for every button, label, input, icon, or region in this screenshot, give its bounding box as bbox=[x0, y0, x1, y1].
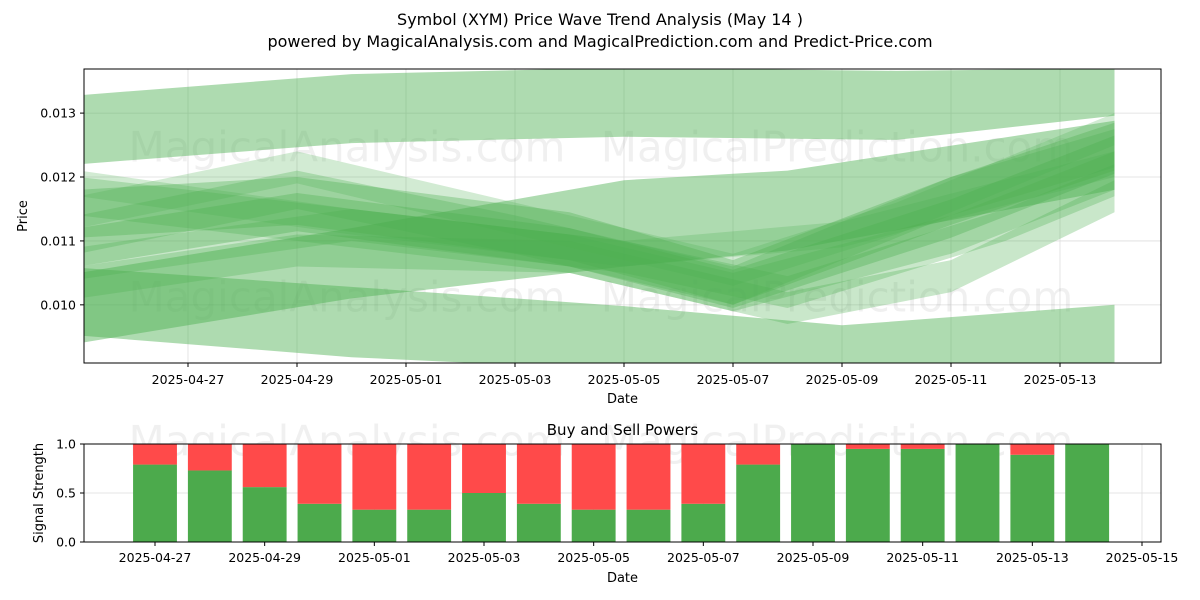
x-tick-label: 2025-05-07 bbox=[697, 372, 770, 387]
sell-bar bbox=[187, 444, 232, 471]
buy-bar bbox=[845, 448, 890, 542]
buy-bar bbox=[681, 503, 726, 542]
x-tick-label: 2025-05-11 bbox=[915, 372, 988, 387]
sell-bar bbox=[352, 444, 397, 510]
y-tick-label: 0.0 bbox=[56, 535, 76, 550]
buy-bar bbox=[736, 464, 781, 542]
buy-bar bbox=[791, 444, 835, 542]
sell-bar bbox=[516, 444, 561, 504]
buy-bar bbox=[516, 503, 561, 542]
x-tick-label: 2025-05-01 bbox=[338, 550, 411, 565]
y-tick-label: 0.012 bbox=[40, 170, 76, 185]
watermark-text: MagicalPrediction.com bbox=[601, 273, 1074, 322]
y-tick-label: 1.0 bbox=[56, 437, 76, 452]
sell-bar bbox=[242, 444, 287, 488]
x-tick-label: 2025-05-09 bbox=[806, 372, 879, 387]
buy-bar bbox=[242, 487, 287, 542]
wave-band bbox=[84, 122, 1115, 305]
sell-bar bbox=[297, 444, 342, 504]
x-tick-label: 2025-05-09 bbox=[777, 550, 850, 565]
wave-band bbox=[84, 164, 1115, 308]
buy-bar bbox=[297, 503, 342, 542]
buy-bar bbox=[407, 509, 452, 542]
x-tick-label: 2025-05-11 bbox=[886, 550, 959, 565]
y-axis-label: Signal Strength bbox=[32, 443, 47, 543]
sell-bar bbox=[626, 444, 671, 510]
x-axis-label: Date bbox=[607, 392, 638, 407]
x-tick-label: 2025-04-29 bbox=[261, 372, 334, 387]
buy-bar bbox=[571, 509, 616, 542]
watermark-text: MagicalPrediction.com bbox=[601, 123, 1074, 172]
sell-bar bbox=[736, 444, 781, 465]
x-tick-label: 2025-04-29 bbox=[228, 550, 301, 565]
sell-bar bbox=[900, 444, 945, 449]
buy-bar bbox=[462, 493, 506, 542]
buy-bar bbox=[133, 464, 177, 542]
wave-band bbox=[84, 113, 1115, 286]
wave-band bbox=[84, 151, 1115, 267]
x-tick-label: 2025-05-03 bbox=[448, 550, 521, 565]
x-tick-label: 2025-05-15 bbox=[1106, 550, 1179, 565]
wave-band bbox=[84, 129, 1115, 305]
chart-title: Symbol (XYM) Price Wave Trend Analysis (… bbox=[397, 10, 803, 29]
y-axis-label: Price bbox=[16, 200, 31, 232]
x-tick-label: 2025-04-27 bbox=[119, 550, 192, 565]
x-tick-label: 2025-05-03 bbox=[479, 372, 552, 387]
buy-bar bbox=[900, 448, 945, 542]
wave-band bbox=[84, 69, 1115, 164]
watermark-text: MagicalAnalysis.com bbox=[129, 273, 566, 322]
wave-band bbox=[84, 268, 1115, 363]
wave-band bbox=[84, 151, 1115, 312]
panel-title: Buy and Sell Powers bbox=[547, 421, 699, 439]
y-tick-label: 0.010 bbox=[40, 297, 76, 312]
wave-band bbox=[84, 180, 1115, 324]
buy-bar bbox=[187, 470, 232, 542]
x-tick-label: 2025-05-07 bbox=[667, 550, 740, 565]
buy-bar bbox=[1065, 444, 1110, 542]
sell-bar bbox=[462, 444, 506, 493]
x-tick-label: 2025-05-13 bbox=[996, 550, 1069, 565]
chart-subtitle: powered by MagicalAnalysis.com and Magic… bbox=[267, 32, 933, 51]
x-tick-label: 2025-04-27 bbox=[152, 372, 225, 387]
watermark-text: MagicalAnalysis.com bbox=[129, 123, 566, 172]
sell-bar bbox=[681, 444, 726, 504]
wave-band bbox=[84, 135, 1115, 308]
x-tick-label: 2025-05-13 bbox=[1024, 372, 1097, 387]
wave-band bbox=[84, 120, 1115, 343]
buy-bar bbox=[1010, 454, 1055, 542]
x-tick-label: 2025-05-05 bbox=[588, 372, 661, 387]
buy-bar bbox=[352, 509, 397, 542]
signal-panel: MagicalAnalysis.com MagicalPrediction.com… bbox=[32, 417, 1178, 587]
x-axis-label: Date bbox=[607, 571, 638, 586]
sell-bar bbox=[133, 444, 177, 465]
sell-bar bbox=[571, 444, 616, 510]
buy-bar bbox=[626, 509, 671, 542]
sell-bar bbox=[407, 444, 452, 510]
x-tick-label: 2025-05-01 bbox=[370, 372, 443, 387]
price-panel: MagicalAnalysis.com MagicalPrediction.com… bbox=[16, 68, 1162, 407]
y-tick-label: 0.011 bbox=[40, 233, 76, 248]
y-tick-label: 0.5 bbox=[56, 486, 76, 501]
y-tick-label: 0.013 bbox=[40, 106, 76, 121]
buy-bar bbox=[955, 444, 1000, 542]
sell-bar bbox=[845, 444, 890, 449]
plot-frame bbox=[83, 68, 1162, 364]
x-tick-label: 2025-05-05 bbox=[557, 550, 630, 565]
sell-bar bbox=[1010, 444, 1055, 455]
